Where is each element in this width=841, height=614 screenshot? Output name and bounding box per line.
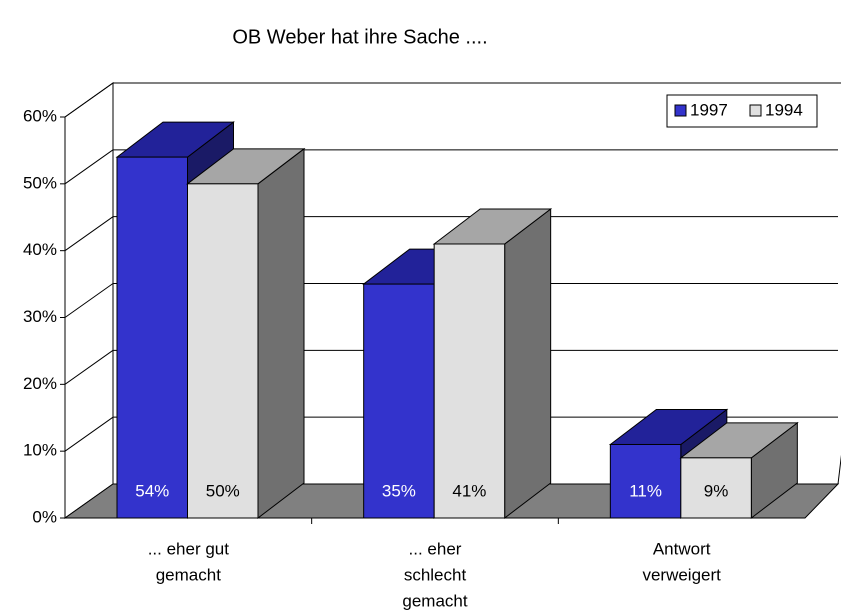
y-tick-label: 20%	[23, 374, 57, 393]
data-label: 41%	[452, 481, 486, 500]
bar	[609, 443, 682, 519]
bar	[116, 156, 188, 519]
y-tick-label: 0%	[32, 507, 57, 526]
legend-swatch	[674, 104, 687, 117]
y-tick-label: 60%	[23, 106, 57, 125]
data-label: 35%	[382, 481, 416, 500]
bar-side	[504, 207, 552, 520]
x-tick-label: verweigert	[642, 565, 721, 584]
grid-line	[64, 82, 114, 118]
bar	[680, 457, 752, 519]
y-tick-label: 40%	[23, 240, 57, 259]
bar	[187, 183, 259, 519]
data-label: 54%	[135, 481, 169, 500]
grid-line	[64, 349, 114, 385]
legend-label: 1997	[690, 100, 728, 119]
bar	[433, 243, 506, 519]
data-label: 50%	[206, 481, 240, 500]
x-tick-label: schlecht	[404, 565, 467, 584]
grid-line	[64, 283, 114, 318]
x-tick-label: gemacht	[156, 565, 221, 584]
legend-label: 1994	[765, 100, 803, 119]
y-tick-label: 30%	[23, 307, 57, 326]
legend-swatch	[749, 104, 762, 117]
x-tick-label: ... eher gut	[148, 539, 230, 558]
chart-title: OB Weber hat ihre Sache ....	[232, 26, 487, 48]
x-tick-label: ... eher	[409, 539, 462, 558]
data-label: 9%	[704, 481, 729, 500]
grid-line	[64, 216, 114, 252]
grid-line	[64, 149, 114, 185]
grid-line	[64, 416, 114, 452]
x-tick-label: Antwort	[653, 539, 711, 558]
bar-side	[257, 147, 305, 520]
y-tick-label: 10%	[23, 441, 57, 460]
y-tick-label: 50%	[23, 173, 57, 192]
legend-box	[666, 94, 818, 128]
data-label: 11%	[629, 481, 662, 500]
x-tick-label: gemacht	[402, 591, 467, 610]
